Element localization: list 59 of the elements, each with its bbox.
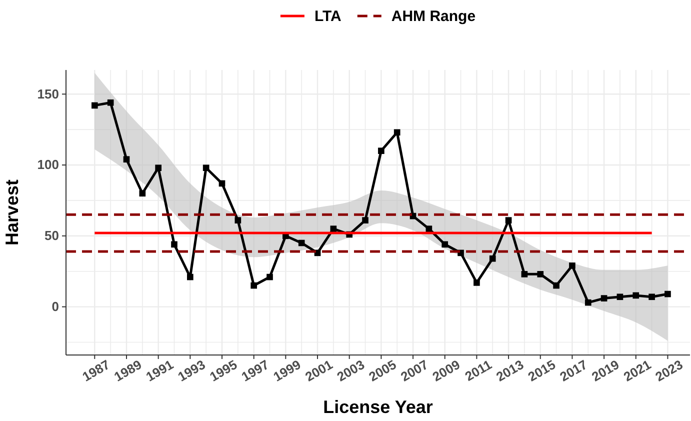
x-tick-label: 1997 xyxy=(238,356,272,384)
point xyxy=(648,294,655,300)
point xyxy=(123,156,130,162)
point xyxy=(489,255,496,262)
point xyxy=(553,282,560,289)
x-axis-title: License Year xyxy=(323,397,433,417)
y-axis-title: Harvest xyxy=(2,179,22,246)
point xyxy=(474,280,480,286)
point xyxy=(107,99,114,106)
x-tick-label: 2023 xyxy=(652,356,686,384)
point xyxy=(632,292,640,299)
point xyxy=(330,226,337,232)
x-tick-label: 2011 xyxy=(462,356,494,384)
point xyxy=(378,148,384,154)
x-tick-label: 2001 xyxy=(302,356,336,384)
x-tick-label: 1991 xyxy=(143,356,176,384)
x-tick-label: 2003 xyxy=(334,356,367,384)
point xyxy=(187,274,194,280)
x-tick-label: 1989 xyxy=(112,356,144,384)
x-tick-label: 2005 xyxy=(366,356,399,384)
point xyxy=(569,262,576,269)
point xyxy=(171,241,178,248)
y-tick-label: 150 xyxy=(37,86,59,102)
x-tick-label: 2019 xyxy=(589,356,622,384)
x-tick-label: 1993 xyxy=(175,356,208,384)
x-tick-label: 2017 xyxy=(557,356,590,384)
point xyxy=(218,180,226,187)
point xyxy=(234,217,242,224)
x-tick-label: 2009 xyxy=(430,356,462,384)
y-tick-label: 50 xyxy=(44,228,59,244)
point xyxy=(426,226,432,232)
point xyxy=(394,129,400,136)
point xyxy=(266,274,273,280)
point xyxy=(616,294,624,300)
legend-label: LTA xyxy=(314,8,342,25)
point xyxy=(250,282,257,289)
point xyxy=(664,290,671,298)
x-tick-label: 1999 xyxy=(270,356,304,384)
point xyxy=(202,164,210,171)
point xyxy=(537,271,544,278)
x-tick-label: 2021 xyxy=(620,356,654,384)
x-tick-label: 2015 xyxy=(525,356,558,384)
x-tick-label: 2013 xyxy=(494,356,526,384)
y-tick-label: 0 xyxy=(52,298,59,314)
point xyxy=(91,102,98,109)
point xyxy=(505,217,512,224)
point xyxy=(139,190,146,197)
point xyxy=(155,164,162,171)
point xyxy=(600,295,608,302)
x-tick-label: 1995 xyxy=(207,356,240,384)
point xyxy=(521,271,528,278)
point xyxy=(584,299,592,306)
point xyxy=(362,217,368,224)
legend-label: AHM Range xyxy=(391,8,476,25)
point xyxy=(442,241,448,248)
x-tick-label: 2007 xyxy=(398,356,431,384)
point xyxy=(298,240,305,246)
x-tick-label: 1987 xyxy=(80,356,112,384)
y-tick-label: 100 xyxy=(37,157,59,172)
